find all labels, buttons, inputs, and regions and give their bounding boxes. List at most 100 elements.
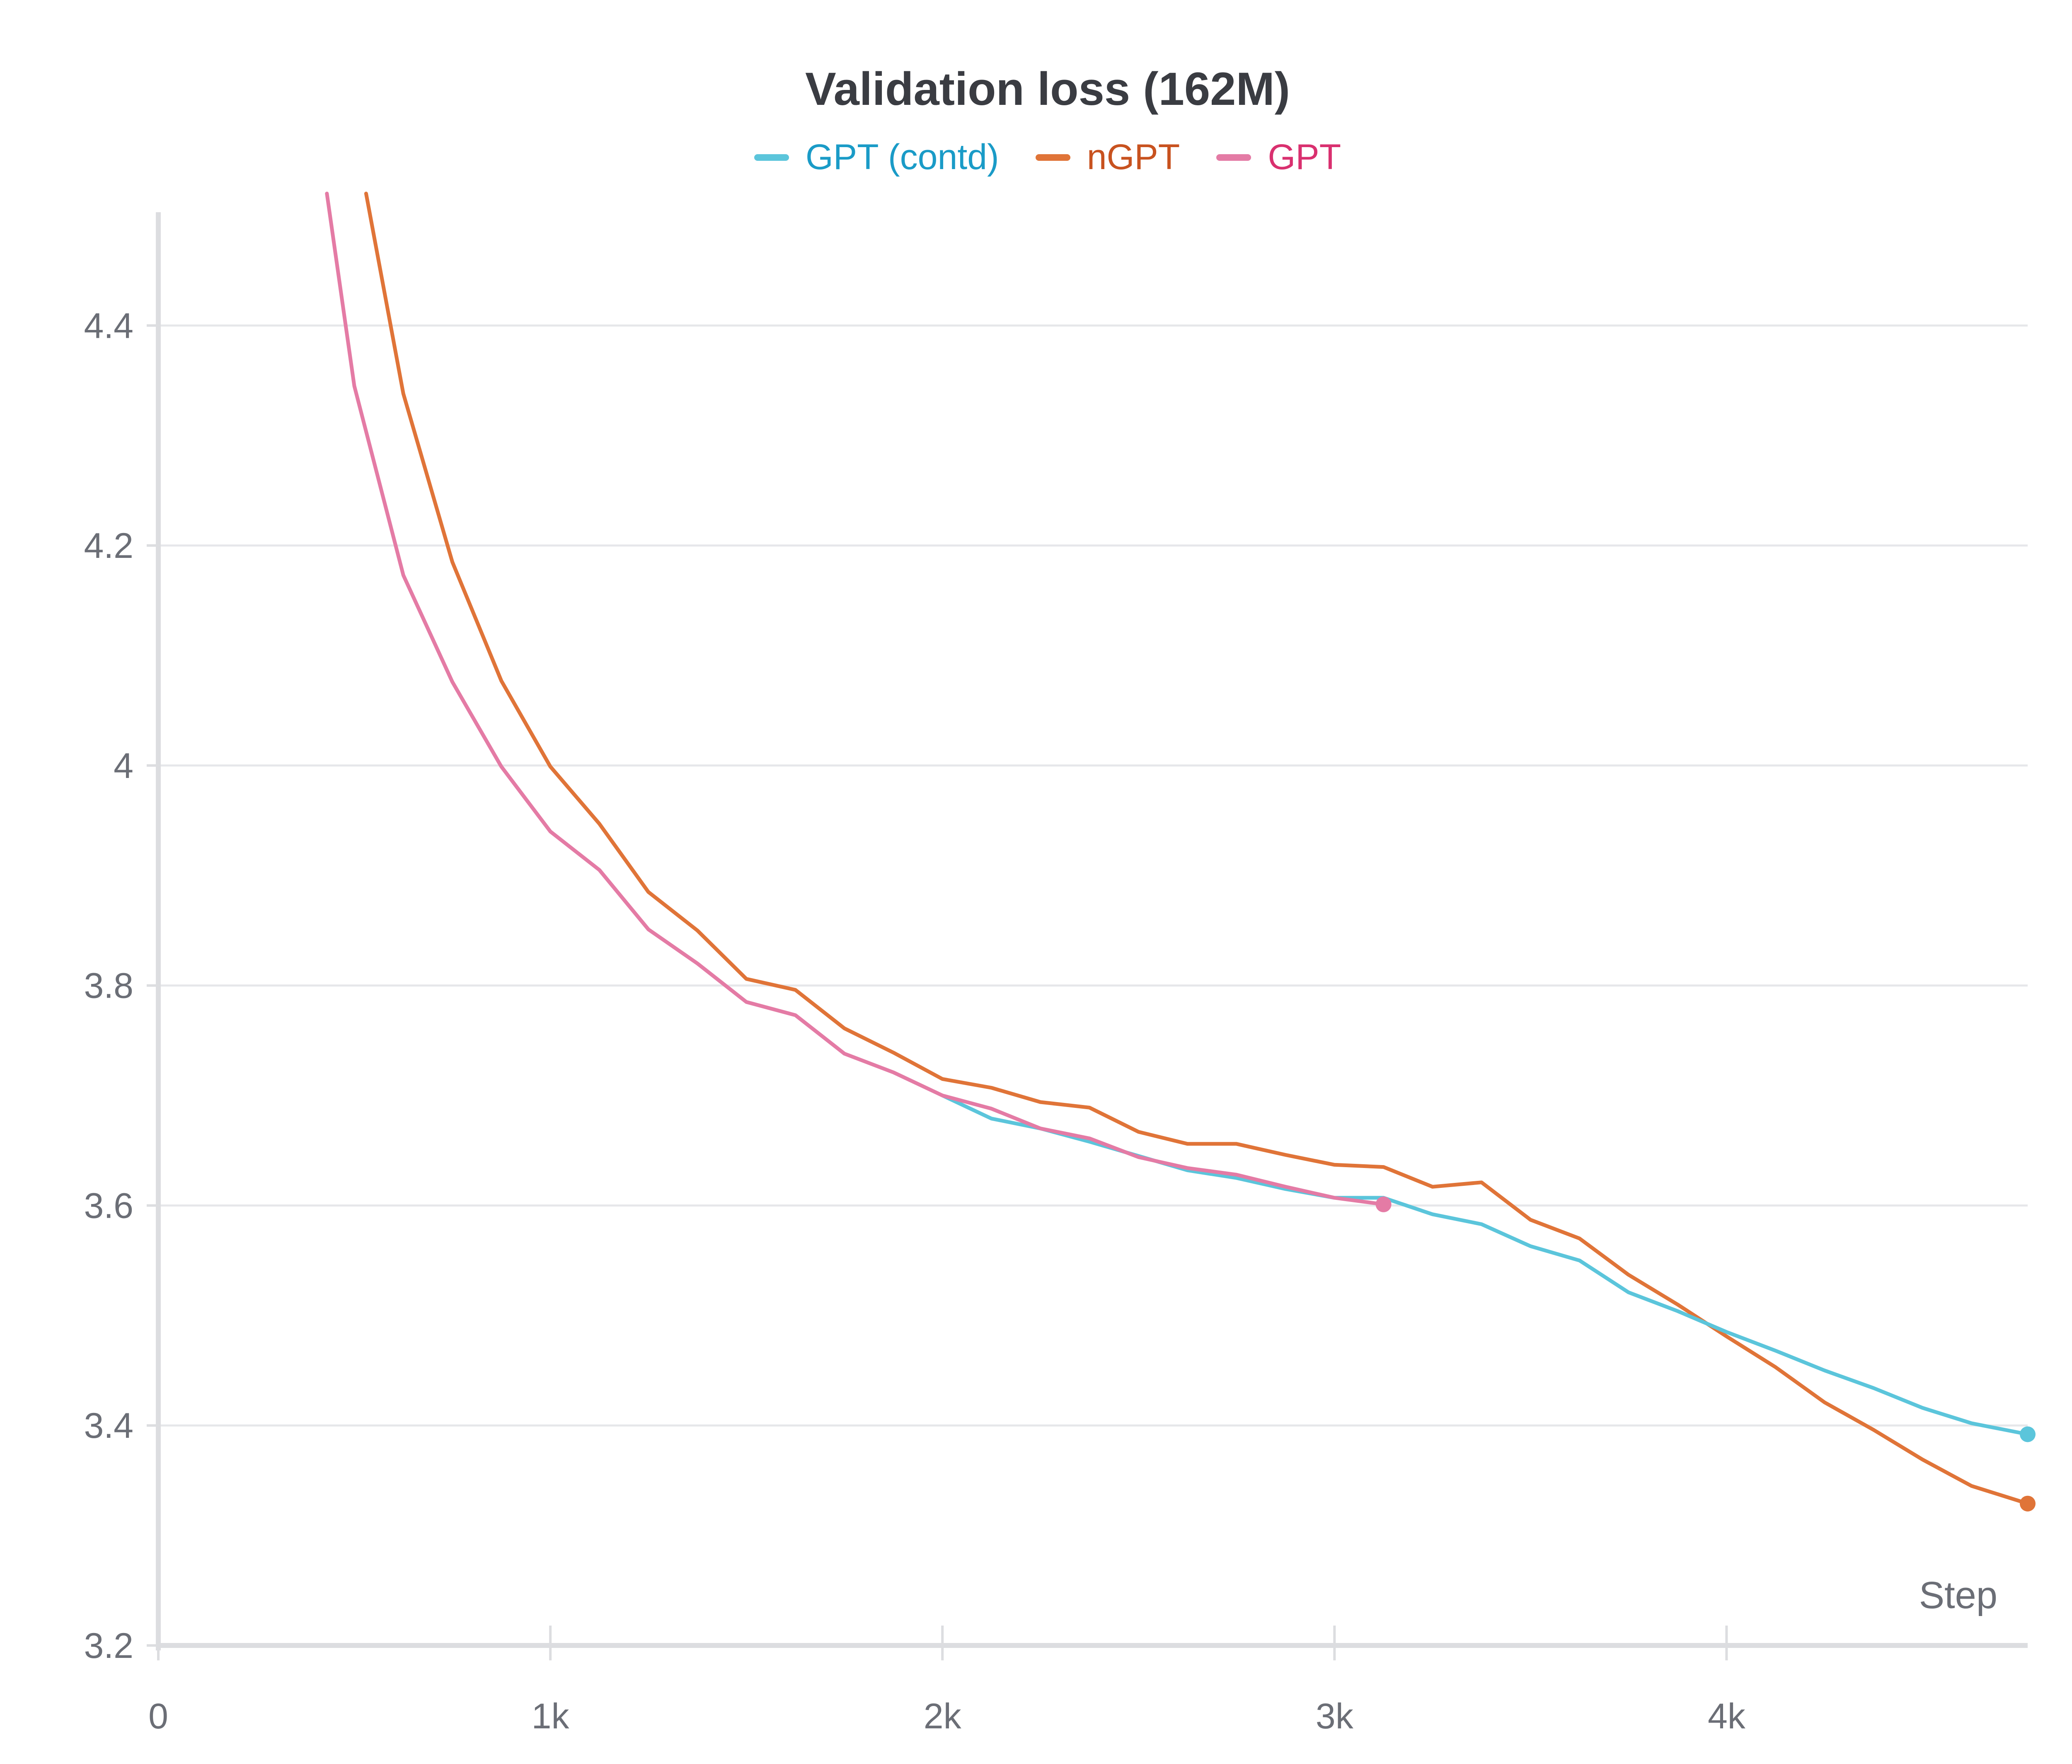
legend-item-gpt[interactable]: GPT <box>1216 137 1341 178</box>
legend-swatch-gpt-contd <box>754 154 789 161</box>
y-tick-label: 3.6 <box>84 1186 133 1226</box>
data-point-ngpt <box>1725 1335 1728 1338</box>
data-point-gpt-contd <box>1234 1176 1238 1180</box>
data-point-ngpt <box>549 765 552 768</box>
data-point-gpt <box>891 1071 895 1074</box>
data-point-gpt-contd <box>1725 1330 1728 1334</box>
x-axis-title: Step <box>1919 1574 1997 1616</box>
tick-labels: 3.2 3.4 3.6 3.8 4 4.2 4.4 0 1k 2k 3k 4k <box>84 306 1745 1736</box>
data-point-gpt <box>1284 1185 1287 1189</box>
x-tick-label: 3k <box>1316 1696 1354 1736</box>
data-point-ngpt <box>1872 1428 1876 1432</box>
legend-item-ngpt[interactable]: nGPT <box>1035 137 1180 178</box>
data-point-gpt <box>745 1000 748 1004</box>
data-point-gpt <box>1137 1155 1140 1159</box>
data-point-gpt <box>549 830 552 834</box>
data-point-ngpt <box>1921 1458 1924 1461</box>
x-tick-label: 1k <box>532 1696 570 1736</box>
legend-label-ngpt: nGPT <box>1087 137 1180 177</box>
data-point-ngpt <box>990 1086 993 1090</box>
data-point-gpt <box>1234 1173 1238 1177</box>
data-point-ngpt <box>1137 1130 1140 1134</box>
data-point-ngpt <box>1038 1100 1042 1104</box>
y-tick-label: 4.4 <box>84 306 133 346</box>
data-point-gpt <box>1038 1127 1042 1130</box>
data-point-ngpt <box>1234 1142 1238 1146</box>
data-point-ngpt <box>598 822 601 826</box>
data-point-ngpt <box>941 1077 944 1081</box>
data-point-ngpt <box>1333 1163 1336 1167</box>
legend-swatch-gpt <box>1216 154 1251 161</box>
data-point-gpt <box>941 1094 944 1098</box>
legend-label-gpt: GPT <box>1268 137 1341 177</box>
x-tick-label: 4k <box>1708 1696 1746 1736</box>
data-point-gpt <box>353 384 356 388</box>
end-marker-gpt-contd <box>2020 1426 2036 1442</box>
data-point-gpt-contd <box>990 1117 993 1120</box>
data-point-ngpt <box>1284 1153 1287 1157</box>
data-point-gpt <box>990 1107 993 1110</box>
x-tick-label: 2k <box>924 1696 962 1736</box>
data-point-ngpt <box>1823 1401 1826 1404</box>
data-point-ngpt <box>402 392 405 395</box>
data-point-gpt <box>842 1052 846 1056</box>
data-point-ngpt <box>1578 1237 1581 1241</box>
data-point-gpt-contd <box>1970 1421 1973 1425</box>
data-point-gpt <box>1088 1136 1091 1140</box>
data-point-gpt-contd <box>1676 1309 1680 1313</box>
y-tick-label: 4.2 <box>84 526 133 566</box>
y-tick-label: 4 <box>114 746 133 786</box>
y-tick-label: 3.4 <box>84 1406 133 1446</box>
gridlines <box>158 324 2028 1427</box>
data-point-gpt-contd <box>1088 1140 1091 1144</box>
data-point-gpt-contd <box>1627 1291 1630 1294</box>
data-point-gpt <box>499 765 503 768</box>
data-point-gpt-contd <box>1529 1244 1532 1248</box>
data-point-gpt <box>794 1013 797 1017</box>
data-point-ngpt <box>1382 1165 1385 1169</box>
series-line-ngpt <box>364 191 2030 1506</box>
data-point-gpt-contd <box>1872 1386 1876 1390</box>
data-point-gpt-contd <box>1480 1222 1484 1226</box>
data-point-ngpt <box>364 191 368 195</box>
data-point-gpt-contd <box>1823 1369 1826 1372</box>
data-point-ngpt <box>1088 1106 1091 1110</box>
end-marker-gpt <box>1375 1196 1392 1212</box>
data-point-ngpt <box>891 1051 895 1054</box>
y-tick-label: 3.2 <box>84 1626 133 1666</box>
chart-title: Validation loss (162M) <box>805 63 1290 115</box>
data-point-gpt <box>1333 1196 1336 1199</box>
data-point-ngpt <box>499 679 503 683</box>
data-point-gpt <box>325 191 329 195</box>
y-tick-label: 3.8 <box>84 966 133 1006</box>
data-point-gpt-contd <box>1921 1406 1924 1410</box>
data-point-ngpt <box>1627 1273 1630 1277</box>
end-marker-ngpt <box>2020 1495 2036 1512</box>
axes <box>147 212 2028 1660</box>
legend-item-gpt-contd[interactable]: GPT (contd) <box>754 137 999 178</box>
data-point-ngpt <box>1431 1185 1434 1189</box>
series-line-gpt <box>325 191 1386 1207</box>
data-point-ngpt <box>1186 1142 1189 1146</box>
data-point-gpt-contd <box>1774 1349 1777 1352</box>
data-point-gpt-contd <box>1431 1212 1434 1216</box>
data-point-gpt <box>695 962 699 965</box>
data-point-ngpt <box>1480 1180 1484 1184</box>
data-point-ngpt <box>695 929 699 932</box>
data-point-ngpt <box>450 560 454 564</box>
data-point-ngpt <box>1774 1365 1777 1369</box>
data-point-ngpt <box>1970 1484 1973 1488</box>
data-point-gpt <box>598 868 601 872</box>
data-point-ngpt <box>745 977 748 981</box>
data-point-ngpt <box>1529 1218 1532 1221</box>
data-point-gpt <box>450 680 454 684</box>
legend-swatch-ngpt <box>1035 154 1070 161</box>
data-point-ngpt <box>842 1027 846 1030</box>
x-tick-label: 0 <box>148 1696 168 1736</box>
data-point-ngpt <box>646 890 650 894</box>
data-point-ngpt <box>794 988 797 992</box>
data-point-gpt <box>1186 1166 1189 1170</box>
data-point-gpt <box>402 573 405 577</box>
data-point-gpt <box>646 928 650 931</box>
